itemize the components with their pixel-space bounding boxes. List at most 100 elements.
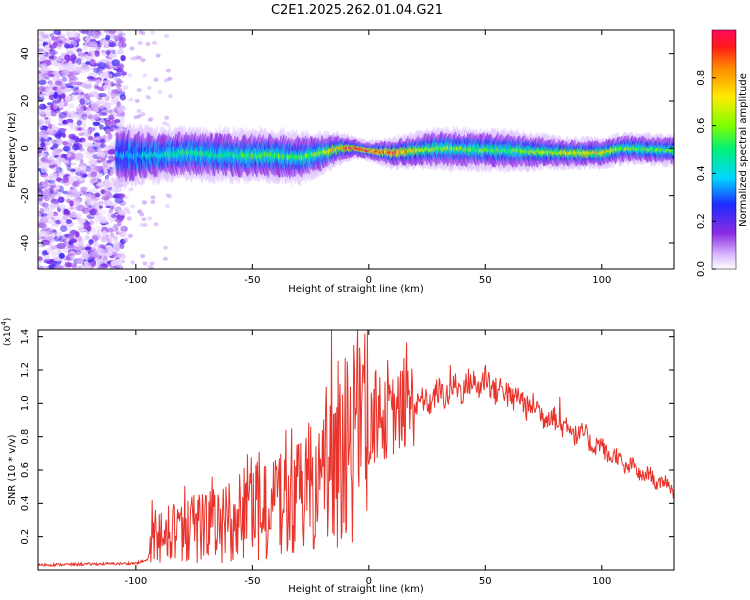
spectrogram-cell (91, 246, 96, 253)
spectrogram-cell (117, 30, 123, 37)
spectrogram-cell (61, 69, 70, 77)
spectrogram-cell (45, 119, 52, 123)
spectrogram-cell (138, 181, 143, 186)
spectrogram-cell (110, 214, 117, 218)
spectrogram-cell (77, 228, 87, 232)
spectrogram-cell (88, 136, 94, 141)
spectrogram-cell (79, 186, 89, 191)
spectrogram-cell (76, 58, 82, 65)
spectrogram-cell (90, 171, 97, 177)
spectrogram-cell (136, 114, 142, 119)
spectrogram-cell (108, 114, 114, 118)
spectrogram-cell (40, 236, 46, 240)
spectrogram-cell (44, 207, 50, 212)
spectrogram-cell (42, 33, 50, 39)
spectrogram-y-ticks: -40 -20 0 20 40 (20, 47, 674, 251)
spectrogram-cell (119, 200, 126, 206)
spectrogram-cell (83, 224, 90, 230)
spectrogram-cell (38, 79, 47, 85)
spectrogram-cell (38, 48, 45, 53)
spectrogram-cell (111, 97, 119, 104)
spectrogram-cell (105, 245, 113, 251)
spectrogram-cell (48, 55, 55, 60)
spectrogram-cell (85, 211, 90, 216)
colorbar-gradient (711, 29, 737, 270)
spectrogram-cell (167, 94, 173, 99)
spectrogram-cell (58, 204, 66, 209)
spectrogram-cell (50, 244, 57, 250)
spectrogram-cell (109, 205, 115, 210)
spectrogram-cell (40, 142, 46, 148)
spectrogram-cell (78, 177, 84, 182)
spectrogram-cell (59, 58, 65, 62)
spectrogram-cell (70, 126, 78, 131)
spectrogram-cell (64, 262, 73, 268)
spectrogram-cell (121, 71, 127, 76)
spectrogram-cell (96, 173, 104, 178)
snr-scale-exponent: 4 (0, 321, 8, 326)
spectrogram-cell (97, 244, 105, 249)
spectrogram-cell (136, 109, 142, 114)
spectrogram-cell (75, 63, 85, 71)
spectrogram-cell (113, 77, 119, 82)
spectrogram-cell (43, 259, 52, 264)
spectrogram-cell (108, 73, 113, 79)
spectrogram-cell (38, 212, 42, 217)
spectrogram-cell (44, 196, 50, 202)
snr-frame (37, 329, 675, 571)
spectrogram-cell (113, 72, 122, 77)
spectrogram-cell (48, 123, 53, 129)
spectrogram-cell (59, 128, 67, 132)
spectrogram-cell (94, 50, 100, 57)
spectrogram-cell (119, 252, 125, 257)
spectrogram-cell (92, 200, 98, 205)
spectrogram-cell (115, 123, 123, 127)
spectrogram-cell (39, 103, 47, 110)
spectrogram-cell (95, 212, 103, 218)
spectrogram-cell (84, 93, 94, 98)
spectrogram-cell (66, 31, 72, 37)
spectrogram-cell (123, 195, 129, 200)
spectrogram-cell (47, 220, 55, 224)
spectrogram-cell (75, 152, 84, 160)
spectrogram-cell (76, 120, 83, 126)
spectrogram-cell (56, 140, 63, 146)
spectrogram-cell (117, 107, 124, 114)
spectrogram-cell (75, 246, 84, 252)
spectrogram-cell (73, 175, 80, 180)
spectrogram-cell (38, 256, 43, 261)
spectrogram-cell (81, 173, 88, 178)
snr-y-tick-label: 1.0 (20, 395, 31, 411)
spectrogram-cell (54, 265, 63, 269)
spectrogram-cell (106, 192, 113, 199)
spectrogram-cell (53, 91, 58, 99)
spectrogram-cell (119, 94, 126, 101)
spectrogram-cell (117, 194, 125, 199)
spectrogram-cell (58, 66, 66, 71)
spectrogram-cell (89, 58, 96, 66)
spectrogram-cell (43, 241, 51, 246)
spectrogram-cell (98, 112, 108, 117)
spectrogram-cell (120, 55, 126, 62)
spectrogram-cell (141, 199, 147, 204)
spectrogram-cell (112, 235, 119, 240)
spectrogram-cell (119, 116, 127, 120)
spectrogram-cell (38, 262, 42, 267)
spectrogram-cell (40, 230, 50, 237)
spectrogram-cell (54, 133, 61, 138)
spectrogram-cell (112, 34, 121, 41)
spectrogram-cell (113, 182, 122, 189)
spectrogram-cell (46, 230, 53, 235)
spectrogram-cell (118, 210, 127, 216)
spectrogram-cell (81, 207, 90, 215)
spectrogram-cell (98, 93, 107, 98)
spectrogram-cell (107, 228, 114, 233)
spectrogram-cell (90, 197, 100, 202)
snr-y-tick-label: 1.2 (20, 362, 31, 378)
spectrogram-cell (97, 62, 107, 70)
spectrogram-cell (61, 140, 68, 146)
spectrogram-cell (86, 52, 92, 57)
spectrogram-cell (92, 136, 99, 141)
spectrogram-cell (67, 122, 73, 127)
spectrogram-cell (58, 34, 66, 39)
